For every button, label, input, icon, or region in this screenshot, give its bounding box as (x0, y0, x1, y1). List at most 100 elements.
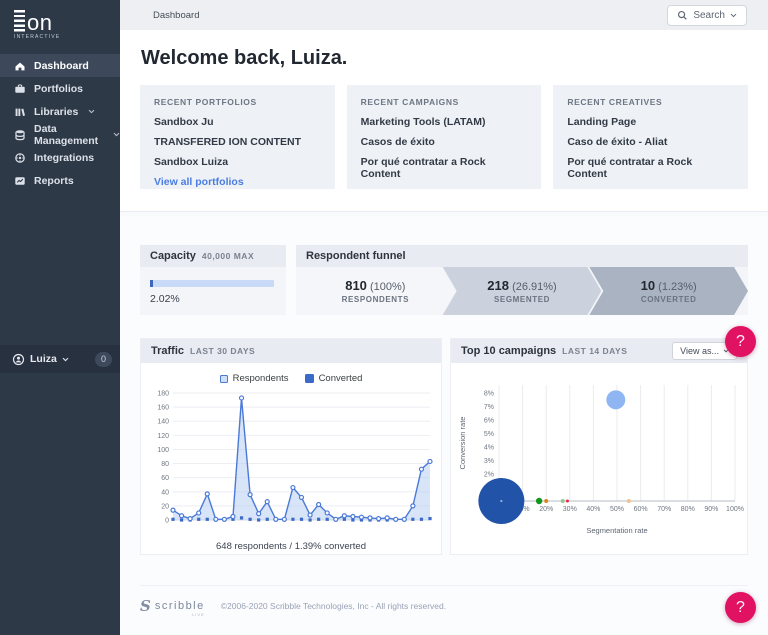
portfolio-link[interactable]: TRANSFERED ION CONTENT (154, 136, 321, 148)
svg-text:80%: 80% (681, 506, 695, 513)
capacity-body: 2.02% (140, 267, 286, 305)
chevron-down-icon (730, 13, 737, 18)
sidebar-item-label: Reports (34, 175, 74, 187)
portfolio-link[interactable]: Sandbox Luiza (154, 156, 321, 168)
campaigns-title: Top 10 campaigns (461, 339, 556, 363)
traffic-caption: 648 respondents / 1.39% converted (141, 541, 441, 552)
creative-link[interactable]: Caso de éxito - Aliat (567, 136, 734, 148)
capacity-progress-fill (150, 280, 153, 287)
sidebar-item-integrations[interactable]: Integrations (0, 146, 120, 169)
sidebar-item-dashboard[interactable]: Dashboard (0, 54, 120, 77)
sidebar-item-label: Integrations (34, 152, 94, 164)
question-mark-icon: ? (736, 333, 745, 351)
svg-text:60%: 60% (634, 506, 648, 513)
svg-text:6%: 6% (484, 418, 494, 425)
user-icon (12, 353, 25, 366)
chevron-down-icon (62, 357, 69, 362)
campaigns-chart: 2%3%4%5%6%7%8%10%20%30%40%50%60%70%80%90… (453, 377, 745, 537)
campaign-link[interactable]: Por qué contratar a Rock Content (361, 156, 528, 180)
help-button-top[interactable]: ? (725, 326, 756, 357)
creative-link[interactable]: Landing Page (567, 116, 734, 128)
ion-logo-i-icon (14, 10, 25, 33)
scribble-s-icon: S (140, 597, 151, 615)
help-button-bottom[interactable]: ? (725, 592, 756, 623)
creative-link[interactable]: Por qué contratar a Rock Content (567, 156, 734, 180)
footer: S scribbleLIVE ©2006-2020 Scribble Techn… (140, 585, 748, 615)
recent-portfolios-card: RECENT PORTFOLIOS Sandbox Ju TRANSFERED … (140, 85, 335, 189)
campaign-link[interactable]: Casos de éxito (361, 136, 528, 148)
svg-text:140: 140 (157, 419, 169, 426)
card-title: RECENT CAMPAIGNS (361, 97, 528, 107)
stage-pct: (100%) (370, 281, 405, 293)
stage-pct: (26.91%) (512, 281, 557, 293)
campaigns-subtitle: LAST 14 DAYS (562, 339, 627, 363)
ion-logo-text: on (27, 13, 52, 33)
sidebar-item-label: Portfolios (34, 83, 83, 95)
traffic-legend: Respondents Converted (141, 373, 441, 384)
user-menu[interactable]: Luiza 0 (0, 345, 120, 373)
funnel-stage-respondents: 810 (100%) RESPONDENTS (296, 267, 455, 315)
capacity-max-label: 40,000 MAX (202, 245, 254, 267)
respondents-swatch-icon (220, 375, 228, 383)
sidebar-item-label: Data Management (34, 123, 103, 147)
search-icon (677, 10, 688, 21)
chevron-down-icon (113, 132, 120, 137)
database-icon (14, 129, 26, 141)
section-divider (120, 211, 768, 212)
campaign-link[interactable]: Marketing Tools (LATAM) (361, 116, 528, 128)
svg-text:2%: 2% (484, 472, 494, 479)
stage-label: CONVERTED (641, 295, 697, 304)
stage-value: 10 (641, 278, 655, 293)
page-title: Welcome back, Luiza. (141, 47, 347, 70)
svg-text:5%: 5% (484, 431, 494, 438)
traffic-subtitle: LAST 30 DAYS (190, 339, 255, 363)
sidebar-item-libraries[interactable]: Libraries (0, 100, 120, 123)
stage-value: 810 (345, 278, 367, 293)
card-title: RECENT PORTFOLIOS (154, 97, 321, 107)
scribble-live-label: LIVE (192, 612, 205, 617)
sidebar-item-reports[interactable]: Reports (0, 169, 120, 192)
search-button[interactable]: Search (667, 5, 747, 26)
traffic-header: Traffic LAST 30 DAYS (141, 339, 441, 363)
campaigns-header: Top 10 campaigns LAST 14 DAYS View as... (451, 339, 747, 363)
campaigns-chart-card: Top 10 campaigns LAST 14 DAYS View as...… (450, 338, 748, 555)
report-icon (14, 175, 26, 187)
svg-text:70%: 70% (657, 506, 671, 513)
chevron-down-icon (88, 109, 95, 114)
svg-text:30%: 30% (563, 506, 577, 513)
breadcrumb: Dashboard (153, 10, 199, 21)
view-all-portfolios-link[interactable]: View all portfolios (154, 176, 321, 188)
funnel-body: 810 (100%) RESPONDENTS 218 (26.91%) SEGM… (296, 267, 748, 315)
legend-respondents: Respondents (233, 373, 289, 384)
stage-label: RESPONDENTS (342, 295, 410, 304)
briefcase-icon (14, 83, 26, 95)
question-mark-icon: ? (736, 599, 745, 617)
capacity-title: Capacity (150, 245, 196, 267)
svg-text:20: 20 (161, 503, 169, 510)
sidebar-item-data-management[interactable]: Data Management (0, 123, 120, 146)
svg-text:60: 60 (161, 475, 169, 482)
notification-badge[interactable]: 0 (95, 352, 112, 367)
sidebar-menu: Dashboard Portfolios Libraries Data Mana… (0, 54, 120, 192)
copyright-text: ©2006-2020 Scribble Technologies, Inc - … (221, 601, 446, 611)
legend-converted: Converted (319, 373, 363, 384)
user-name: Luiza (30, 353, 57, 365)
converted-swatch-icon (305, 374, 314, 383)
scribble-wordmark: scribbleLIVE (155, 600, 205, 612)
svg-text:Conversion rate: Conversion rate (458, 417, 467, 470)
portfolio-link[interactable]: Sandbox Ju (154, 116, 321, 128)
integrations-icon (14, 152, 26, 164)
funnel-stage-converted: 10 (1.23%) CONVERTED (589, 267, 748, 315)
ion-logo[interactable]: on (0, 0, 120, 33)
svg-text:3%: 3% (484, 458, 494, 465)
svg-text:180: 180 (157, 391, 169, 398)
capacity-percent: 2.02% (150, 293, 276, 305)
search-label: Search (693, 10, 725, 21)
view-as-label: View as... (680, 346, 719, 356)
funnel-stage-segmented: 218 (26.91%) SEGMENTED (443, 267, 602, 315)
sidebar-item-portfolios[interactable]: Portfolios (0, 77, 120, 100)
sidebar-item-label: Libraries (34, 106, 78, 118)
scribble-logo[interactable]: S scribbleLIVE (140, 597, 205, 615)
home-icon (14, 60, 26, 72)
library-icon (14, 106, 26, 118)
